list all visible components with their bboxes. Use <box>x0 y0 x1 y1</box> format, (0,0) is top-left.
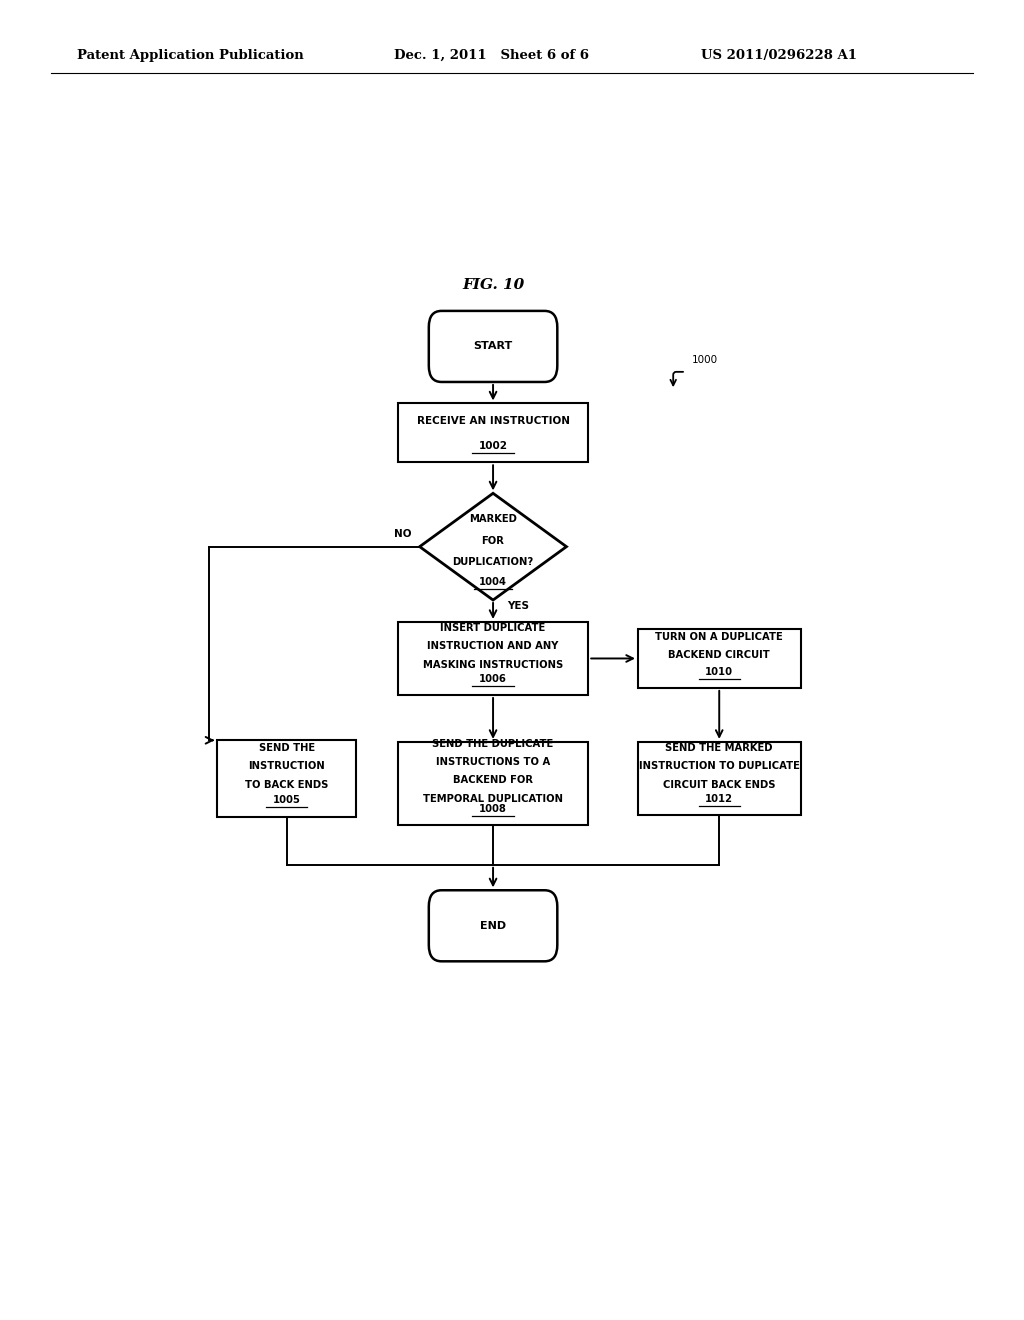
Text: BACKEND CIRCUIT: BACKEND CIRCUIT <box>669 651 770 660</box>
Text: YES: YES <box>507 601 529 611</box>
Text: INSTRUCTION TO DUPLICATE: INSTRUCTION TO DUPLICATE <box>639 762 800 771</box>
Bar <box>397 622 588 696</box>
Text: 1008: 1008 <box>479 804 507 814</box>
Text: SEND THE MARKED: SEND THE MARKED <box>666 743 773 752</box>
Text: FOR: FOR <box>481 536 505 545</box>
Text: 1002: 1002 <box>478 441 508 451</box>
Bar <box>217 741 356 817</box>
Text: TURN ON A DUPLICATE: TURN ON A DUPLICATE <box>655 632 783 642</box>
Text: BACKEND FOR: BACKEND FOR <box>453 775 534 785</box>
Text: MARKED: MARKED <box>469 515 517 524</box>
Text: START: START <box>473 342 513 351</box>
Text: FIG. 10: FIG. 10 <box>462 279 524 293</box>
Text: SEND THE: SEND THE <box>259 743 314 752</box>
Text: NO: NO <box>394 529 412 540</box>
Text: 1004: 1004 <box>479 577 507 586</box>
Polygon shape <box>420 494 566 601</box>
Text: 1006: 1006 <box>479 673 507 684</box>
Text: MASKING INSTRUCTIONS: MASKING INSTRUCTIONS <box>423 660 563 669</box>
Text: 1012: 1012 <box>706 793 733 804</box>
Text: INSTRUCTION AND ANY: INSTRUCTION AND ANY <box>427 642 559 651</box>
Text: 1005: 1005 <box>272 795 301 805</box>
Text: SEND THE DUPLICATE: SEND THE DUPLICATE <box>432 739 554 748</box>
Bar <box>638 630 801 688</box>
Bar <box>638 742 801 814</box>
FancyBboxPatch shape <box>429 890 557 961</box>
Text: 1010: 1010 <box>706 667 733 677</box>
Text: Dec. 1, 2011   Sheet 6 of 6: Dec. 1, 2011 Sheet 6 of 6 <box>394 49 589 62</box>
Text: TO BACK ENDS: TO BACK ENDS <box>245 780 329 789</box>
Text: INSTRUCTION: INSTRUCTION <box>249 762 325 771</box>
FancyBboxPatch shape <box>429 312 557 381</box>
Text: 1000: 1000 <box>691 355 718 364</box>
Bar <box>397 742 588 825</box>
Text: DUPLICATION?: DUPLICATION? <box>453 557 534 566</box>
Text: CIRCUIT BACK ENDS: CIRCUIT BACK ENDS <box>663 780 775 789</box>
Text: INSERT DUPLICATE: INSERT DUPLICATE <box>440 623 546 634</box>
Text: RECEIVE AN INSTRUCTION: RECEIVE AN INSTRUCTION <box>417 416 569 425</box>
Bar <box>397 404 588 462</box>
Text: END: END <box>480 921 506 931</box>
Text: Patent Application Publication: Patent Application Publication <box>77 49 303 62</box>
Text: INSTRUCTIONS TO A: INSTRUCTIONS TO A <box>436 758 550 767</box>
Text: TEMPORAL DUPLICATION: TEMPORAL DUPLICATION <box>423 793 563 804</box>
Text: US 2011/0296228 A1: US 2011/0296228 A1 <box>701 49 857 62</box>
